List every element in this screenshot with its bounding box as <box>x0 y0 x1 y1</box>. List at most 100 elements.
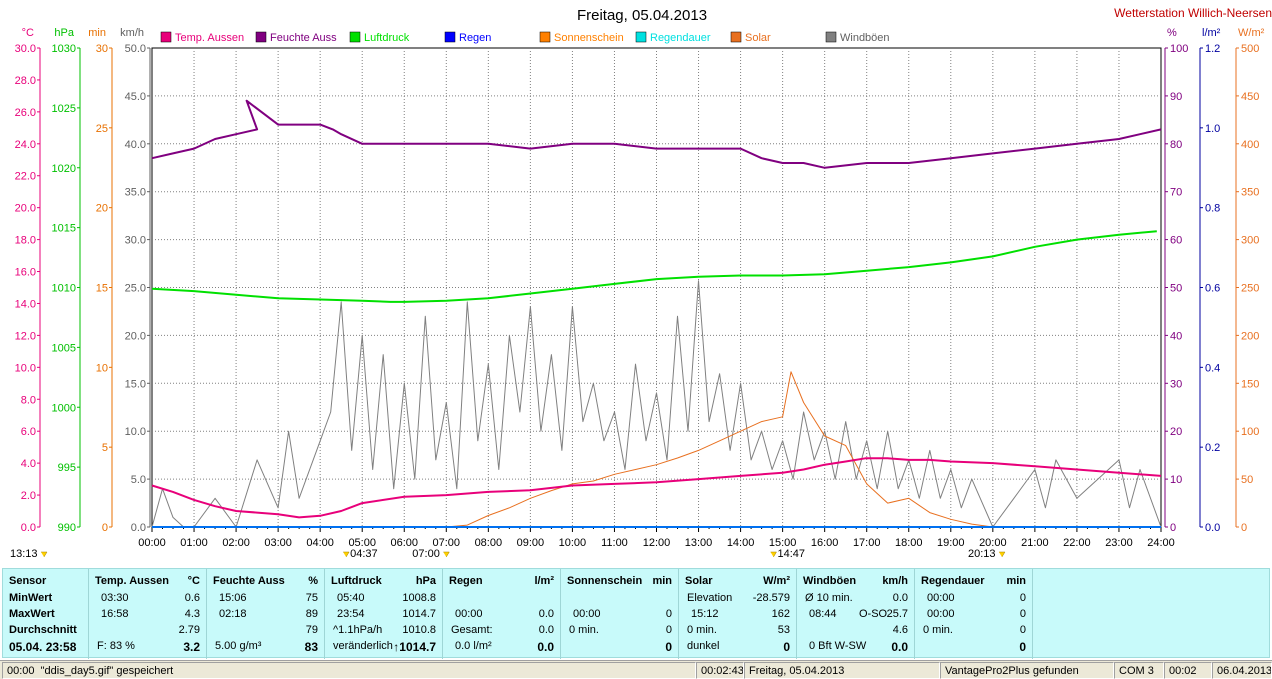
status-bar: 00:00 "ddis_day5.gif" gespeichert 00:02:… <box>0 660 1272 679</box>
sunshine-max-time: 00:00 <box>573 608 601 620</box>
stats-panel: Sensor MinWert MaxWert Durchschnitt 05.0… <box>2 568 1270 659</box>
status-time2: 00:02 <box>1164 662 1212 679</box>
left-axis-tick-label: 14.0 <box>15 298 36 310</box>
stats-col-rain-duration: Regendauer min 00:00 0 00:00 0 0 min. 0 … <box>915 569 1033 659</box>
rain-total-label: Gesamt: <box>451 624 493 636</box>
right-axis-tick-label: 100 <box>1241 426 1259 438</box>
status-time: 00:00 <box>7 665 35 677</box>
x-tick-label: 09:00 <box>517 537 545 549</box>
station-name: Wetterstation Willich-Neersen <box>1114 6 1272 20</box>
x-tick-label: 02:00 <box>222 537 250 549</box>
stats-header-rain-duration: Regendauer <box>921 575 985 587</box>
pressure-max-time: 23:54 <box>337 608 365 620</box>
left-axis-tick-label: 24.0 <box>15 139 36 151</box>
legend-swatch <box>349 31 361 43</box>
rain-duration-avg-value: 0 <box>1019 624 1026 636</box>
x-tick-label: 22:00 <box>1063 537 1091 549</box>
right-axis-tick-label: 1.0 <box>1205 123 1220 135</box>
gust-last-value: 0.0 <box>891 640 908 654</box>
right-axis-tick-label: 30 <box>1170 378 1182 390</box>
x-tick-label: 08:00 <box>475 537 503 549</box>
left-axis-tick-label: 35.0 <box>125 187 146 199</box>
stats-header-rain: Regen <box>449 575 483 587</box>
legend-label: Luftdruck <box>364 32 410 44</box>
rain-max-time: 00:00 <box>455 608 483 620</box>
left-axis-tick-label: 10.0 <box>15 362 36 374</box>
stats-unit-gust: km/h <box>882 575 908 587</box>
left-axis-tick-label: 26.0 <box>15 107 36 119</box>
chart-svg: 00:00 01:00 02:00 03:00 04:00 05:00 06:00 07:00… <box>10 6 1272 560</box>
x-tick-label: 06:00 <box>390 537 418 549</box>
right-axis-tick-label: 0.8 <box>1205 203 1220 215</box>
left-axis-tick-label: 1025 <box>52 103 76 115</box>
left-axis-tick-label: 25.0 <box>125 283 146 295</box>
legend-label: Regen <box>459 32 491 44</box>
left-axis-unit: °C <box>22 27 34 39</box>
stats-unit-solar: W/m² <box>763 575 790 587</box>
x-tick-label: 17:00 <box>853 537 881 549</box>
series-line-temp-aussen <box>151 457 1162 519</box>
rain-last-value: 0.0 <box>537 640 554 654</box>
x-tick-label: 01:00 <box>180 537 208 549</box>
stats-unit-sunshine: min <box>652 575 672 587</box>
humidity-last-value: 83 <box>304 640 318 654</box>
left-axis-tick-label: 1030 <box>52 43 76 55</box>
weather-chart: 00:00 01:00 02:00 03:00 04:00 05:00 06:00 07:00… <box>10 6 1272 560</box>
rain-duration-total: 0 min. <box>923 624 953 636</box>
legend-label: Feuchte Auss <box>270 32 337 44</box>
solar-max-value: 162 <box>771 608 790 620</box>
right-axis-tick-label: 0.0 <box>1205 522 1220 534</box>
left-axis-tick-label: 0.0 <box>21 522 36 534</box>
right-axis-unit: l/m² <box>1202 27 1221 39</box>
stats-col-gust: Windböen km/h Ø 10 min. 0.0 08:44 O-SO 2… <box>797 569 915 659</box>
pressure-last-value: ↑1014.7 <box>393 640 436 654</box>
right-axis-tick-label: 1.2 <box>1205 43 1220 55</box>
sunshine-avg-value: 0 <box>665 624 672 636</box>
x-tick-label: 05:00 <box>348 537 376 549</box>
left-axis-tick-label: 5 <box>102 442 108 454</box>
temp-max-value: 4.3 <box>184 608 200 620</box>
status-station: VantagePro2Plus gefunden <box>940 662 1114 679</box>
pressure-min-time: 05:40 <box>337 592 365 604</box>
left-axis-tick-label: 8.0 <box>21 394 36 406</box>
x-tick-label: 00:00 <box>138 537 166 549</box>
status-port: COM 3 <box>1114 662 1164 679</box>
right-axis-tick-label: 70 <box>1170 187 1182 199</box>
left-axis-unit: hPa <box>54 27 74 39</box>
rain-duration-last-value: 0 <box>1019 640 1026 654</box>
right-axis-tick-label: 250 <box>1241 283 1259 295</box>
temp-feel: F: 83 % <box>97 640 135 652</box>
stats-header-sunshine: Sonnenschein <box>567 575 643 587</box>
event-marker-label: 04:37 <box>350 548 378 560</box>
stats-header-temp: Temp. Aussen <box>95 575 169 587</box>
legend: Temp. Aussen Feuchte Auss Luftdruck Regen So… <box>160 31 890 44</box>
gust-beaufort: 0 Bft W-SW <box>809 640 867 652</box>
gust-max-direction: O-SO <box>859 608 888 620</box>
left-axis-tick-label: 1000 <box>52 402 76 414</box>
temp-min-time: 03:30 <box>101 592 129 604</box>
left-axis-tick-label: 40.0 <box>125 139 146 151</box>
legend-swatch <box>825 31 837 43</box>
stats-label-max: MaxWert <box>9 608 55 620</box>
event-marker-icon <box>343 551 350 558</box>
left-axis-tick-label: 15 <box>96 283 108 295</box>
right-axis-tick-label: 500 <box>1241 43 1259 55</box>
stats-unit-humidity: % <box>308 575 318 587</box>
x-tick-label: 20:00 <box>979 537 1007 549</box>
right-axis-tick-label: 400 <box>1241 139 1259 151</box>
pressure-min-value: 1008.8 <box>402 592 436 604</box>
solar-elevation-label: Elevation <box>687 592 733 604</box>
stats-col-sunshine: Sonnenschein min 00:00 0 0 min. 0 0 <box>561 569 679 659</box>
left-axis-unit: min <box>88 27 106 39</box>
legend-swatch <box>255 31 267 43</box>
left-axis-tick-label: 12.0 <box>15 330 36 342</box>
stats-col-solar: Solar W/m² Elevation -28.579 15:12 162 0… <box>679 569 797 659</box>
rain-duration-max-time: 00:00 <box>927 608 955 620</box>
x-tick-label: 07:00 <box>433 537 461 549</box>
event-marker-icon <box>443 551 450 558</box>
left-axis-tick-label: 25 <box>96 123 108 135</box>
event-marker-label: 20:13 <box>968 548 996 560</box>
humidity-min-value: 75 <box>305 592 318 604</box>
x-tick-label: 18:00 <box>895 537 923 549</box>
stats-label-last: 05.04. 23:58 <box>9 640 77 654</box>
